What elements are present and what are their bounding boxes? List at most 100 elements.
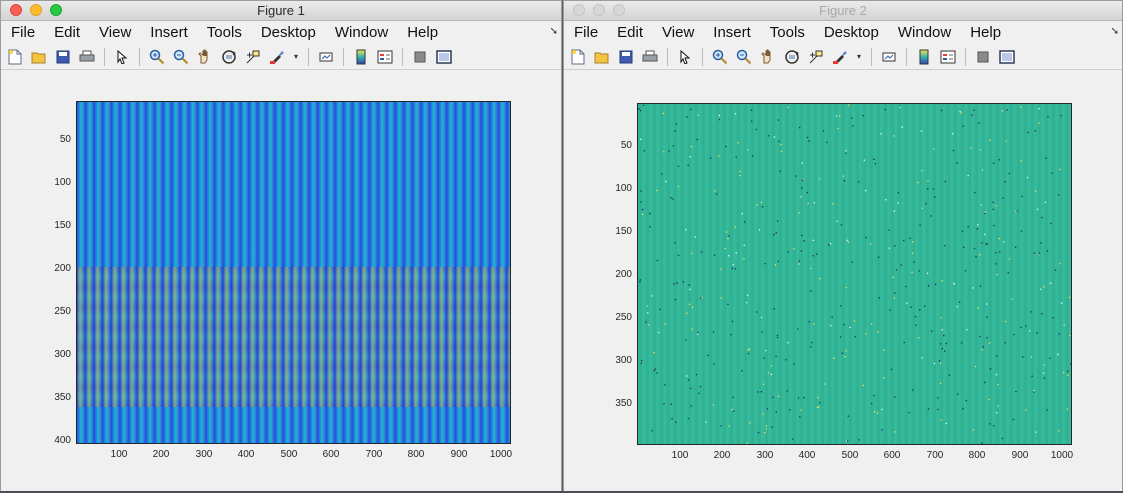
data-cursor-icon[interactable] xyxy=(807,48,825,66)
hide-plot-tools-icon[interactable] xyxy=(411,48,429,66)
y-tick-label: 350 xyxy=(615,398,632,409)
pan-icon[interactable] xyxy=(759,48,777,66)
colorbar-icon[interactable] xyxy=(915,48,933,66)
save-icon[interactable] xyxy=(54,48,72,66)
zoom-button[interactable] xyxy=(50,4,62,16)
y-tick-label: 250 xyxy=(615,312,632,323)
open-icon[interactable] xyxy=(593,48,611,66)
x-tick-label: 600 xyxy=(883,450,901,461)
pan-icon[interactable] xyxy=(196,48,214,66)
menu-window[interactable]: Window xyxy=(897,24,952,41)
menu-file[interactable]: File xyxy=(11,24,36,41)
toolbar-separator xyxy=(667,47,668,66)
x-tick-label: 300 xyxy=(195,449,213,460)
brush-dropdown-icon[interactable]: ▾ xyxy=(856,52,861,61)
y-tick-label: 200 xyxy=(615,269,632,280)
menu-tools[interactable]: Tools xyxy=(206,24,242,41)
colorbar-icon[interactable] xyxy=(352,48,370,66)
zoom-out-icon[interactable] xyxy=(735,48,753,66)
image-axes[interactable] xyxy=(637,103,1072,445)
y-tick-label: 350 xyxy=(54,392,71,403)
data-cursor-icon[interactable] xyxy=(244,48,262,66)
figure-canvas[interactable]: 50 100 150 200 250 300 350 400 100 200 3… xyxy=(1,71,561,491)
x-tick-label: 100 xyxy=(110,449,128,460)
y-tick-label: 50 xyxy=(620,140,632,151)
figure-toolbar: ▾ xyxy=(1,44,561,70)
toolbar-separator xyxy=(965,47,966,66)
toolbar-separator xyxy=(343,47,344,66)
menu-help[interactable]: Help xyxy=(970,24,1002,41)
print-icon[interactable] xyxy=(78,48,96,66)
show-plot-tools-icon[interactable] xyxy=(998,48,1016,66)
x-tick-label: 100 xyxy=(671,450,689,461)
menu-tools[interactable]: Tools xyxy=(769,24,805,41)
x-tick-label: 400 xyxy=(237,449,255,460)
brush-dropdown-icon[interactable]: ▾ xyxy=(293,52,298,61)
desktop-background xyxy=(0,491,1123,493)
close-button[interactable] xyxy=(573,4,585,16)
x-tick-label: 700 xyxy=(926,450,944,461)
x-tick-label: 500 xyxy=(280,449,298,460)
figure-canvas[interactable]: 50 100 150 200 250 300 350 100 200 300 4… xyxy=(564,71,1122,491)
zoom-button[interactable] xyxy=(613,4,625,16)
figure-2-window[interactable]: Figure 2 File Edit View Insert Tools Des… xyxy=(563,0,1123,492)
titlebar[interactable]: Figure 1 xyxy=(1,1,561,21)
image-field xyxy=(638,104,1071,444)
x-tick-label: 600 xyxy=(322,449,340,460)
image-axes[interactable] xyxy=(76,101,511,444)
y-tick-label: 250 xyxy=(54,306,71,317)
legend-icon[interactable] xyxy=(939,48,957,66)
x-tick-label: 300 xyxy=(756,450,774,461)
legend-icon[interactable] xyxy=(376,48,394,66)
rotate-3d-icon[interactable] xyxy=(783,48,801,66)
menu-file[interactable]: File xyxy=(574,24,599,41)
menu-desktop[interactable]: Desktop xyxy=(260,24,316,41)
image-speckles xyxy=(638,104,1071,444)
menu-help[interactable]: Help xyxy=(407,24,439,41)
menu-insert[interactable]: Insert xyxy=(713,24,751,41)
image-bright-band xyxy=(77,267,510,407)
y-tick-label: 400 xyxy=(54,435,71,446)
print-icon[interactable] xyxy=(641,48,659,66)
x-tick-label: 900 xyxy=(1011,450,1029,461)
zoom-out-icon[interactable] xyxy=(172,48,190,66)
window-title: Figure 2 xyxy=(819,3,867,18)
menu-edit[interactable]: Edit xyxy=(617,24,644,41)
brush-icon[interactable] xyxy=(268,48,286,66)
x-tick-label: 800 xyxy=(968,450,986,461)
hide-plot-tools-icon[interactable] xyxy=(974,48,992,66)
show-plot-tools-icon[interactable] xyxy=(435,48,453,66)
window-controls xyxy=(10,4,62,16)
dock-arrow-icon[interactable]: ➘ xyxy=(549,26,558,37)
y-tick-label: 100 xyxy=(54,177,71,188)
menu-view[interactable]: View xyxy=(99,24,132,41)
y-tick-label: 150 xyxy=(615,226,632,237)
menu-insert[interactable]: Insert xyxy=(150,24,188,41)
menu-view[interactable]: View xyxy=(662,24,695,41)
menu-edit[interactable]: Edit xyxy=(54,24,81,41)
link-plot-icon[interactable] xyxy=(317,48,335,66)
new-figure-icon[interactable] xyxy=(6,48,24,66)
brush-icon[interactable] xyxy=(831,48,849,66)
y-tick-label: 50 xyxy=(59,134,71,145)
link-plot-icon[interactable] xyxy=(880,48,898,66)
menu-desktop[interactable]: Desktop xyxy=(823,24,879,41)
pointer-icon[interactable] xyxy=(676,48,694,66)
close-button[interactable] xyxy=(10,4,22,16)
zoom-in-icon[interactable] xyxy=(148,48,166,66)
save-icon[interactable] xyxy=(617,48,635,66)
titlebar[interactable]: Figure 2 xyxy=(564,1,1122,21)
zoom-in-icon[interactable] xyxy=(711,48,729,66)
menu-window[interactable]: Window xyxy=(334,24,389,41)
dock-arrow-icon[interactable]: ➘ xyxy=(1110,26,1119,37)
pointer-icon[interactable] xyxy=(113,48,131,66)
y-tick-label: 300 xyxy=(615,355,632,366)
new-figure-icon[interactable] xyxy=(569,48,587,66)
figure-1-window[interactable]: Figure 1 File Edit View Insert Tools Des… xyxy=(0,0,562,492)
rotate-3d-icon[interactable] xyxy=(220,48,238,66)
minimize-button[interactable] xyxy=(593,4,605,16)
x-tick-label: 200 xyxy=(152,449,170,460)
open-icon[interactable] xyxy=(30,48,48,66)
minimize-button[interactable] xyxy=(30,4,42,16)
toolbar-separator xyxy=(906,47,907,66)
